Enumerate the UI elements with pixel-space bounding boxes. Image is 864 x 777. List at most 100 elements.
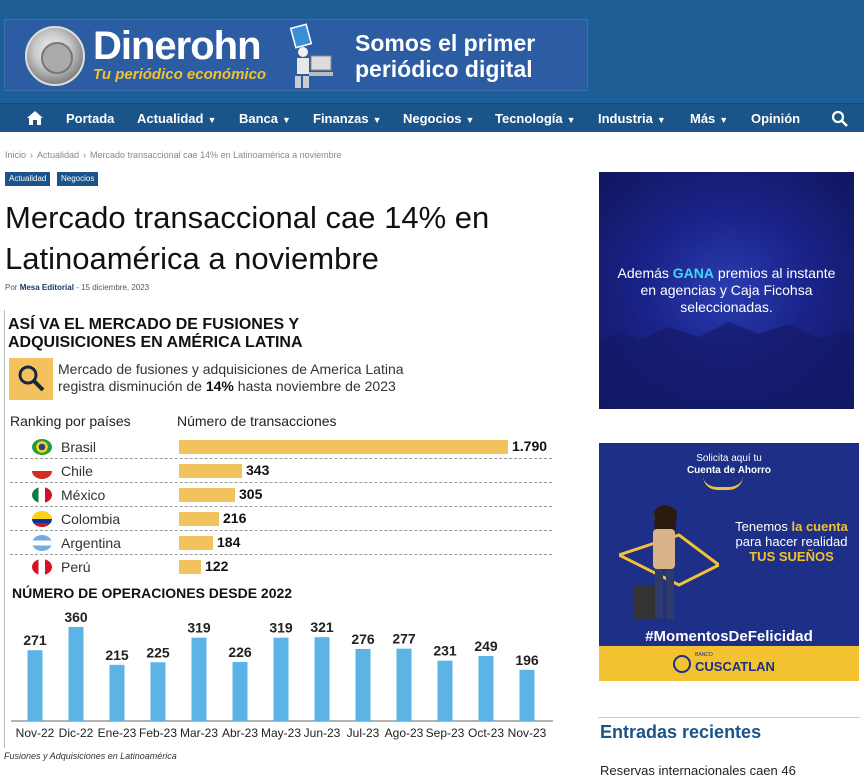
month-tick-label: Ene-23 (98, 726, 137, 740)
nav-item-portada[interactable]: Portada (66, 104, 114, 133)
operations-value-label: 271 (23, 632, 47, 648)
breadcrumb-home[interactable]: Inicio (5, 150, 27, 160)
magnifier-icon (9, 358, 53, 400)
site-name[interactable]: Dinerohn (93, 24, 262, 68)
city-skyline-icon (599, 322, 854, 409)
operations-bar (273, 637, 289, 721)
ranking-label: Ranking por países (10, 413, 131, 429)
month-tick-label: Jul-23 (347, 726, 380, 740)
breadcrumb-section[interactable]: Actualidad (37, 150, 80, 160)
operations-bar (396, 648, 412, 721)
header-banner[interactable]: Dinerohn Tu periódico económico Somos el… (4, 19, 588, 91)
nav-item-label: Finanzas (313, 111, 369, 126)
nav-item-negocios[interactable]: Negocios ▼ (403, 104, 474, 133)
chevron-down-icon: ▼ (566, 115, 576, 125)
country-row: Argentina 184 (10, 531, 552, 555)
row-divider (10, 482, 552, 483)
breadcrumb-separator: › (30, 150, 34, 160)
chevron-down-icon: ▼ (656, 115, 666, 125)
nav-item-opinion[interactable]: Opinión (751, 104, 800, 133)
month-tick-label: Jun-23 (304, 726, 341, 740)
country-bar (179, 488, 235, 502)
cuscatlan-ad[interactable]: Solicita aquí tu Cuenta de Ahorro Tenemo… (599, 443, 859, 681)
ad-highlight: GANA (672, 265, 715, 281)
nav-item-label: Más (690, 111, 716, 126)
operations-bar (109, 664, 125, 721)
country-name: Chile (61, 463, 93, 479)
description-line-2: registra disminución de 14% hasta noviem… (58, 378, 538, 395)
month-tick-label: Nov-23 (508, 726, 547, 740)
nav-item-finanzas[interactable]: Finanzas ▼ (313, 104, 382, 133)
argentina-flag-icon (32, 535, 52, 551)
operations-chart-title: NÚMERO DE OPERACIONES DESDE 2022 (12, 585, 293, 601)
operations-value-label: 360 (64, 609, 88, 625)
traveler-illustration (619, 505, 719, 619)
home-icon[interactable] (26, 110, 44, 126)
breadcrumb: Inicio › Actualidad › Mercado transaccional … (5, 150, 342, 160)
byline-prefix: Por (5, 283, 18, 292)
nav-item-label: Actualidad (137, 111, 204, 126)
operations-bar (314, 637, 330, 721)
nav-item-label: Banca (239, 111, 279, 126)
byline: Por Mesa Editorial - 15 diciembre, 2023 (5, 283, 149, 292)
bank-name: CUSCATLAN (695, 659, 775, 674)
ad-copy-part: para hacer realidad (735, 534, 848, 549)
operations-bar (232, 661, 248, 721)
colombia-flag-icon (32, 511, 52, 527)
banner-slogan: Somos el primer periódico digital (355, 30, 536, 82)
nav-item-industria[interactable]: Industria ▼ (598, 104, 666, 133)
operations-bar (27, 650, 43, 721)
chevron-down-icon: ▼ (282, 115, 291, 125)
operations-bar (355, 648, 371, 721)
operations-bar (150, 662, 166, 721)
tag-negocios[interactable]: Negocios (57, 172, 99, 186)
ad-hashtag: #MomentosDeFelicidad (645, 628, 813, 645)
author-link[interactable]: Mesa Editorial (19, 283, 74, 292)
country-name: Brasil (61, 439, 97, 455)
country-name: Argentina (61, 535, 121, 551)
month-tick-label: Feb-23 (139, 726, 177, 740)
site-tagline: Tu periódico económico (93, 66, 267, 83)
row-divider (10, 554, 552, 555)
month-tick-label: Sep-23 (426, 726, 465, 740)
search-icon[interactable] (831, 110, 848, 127)
country-row: México 305 (10, 483, 552, 507)
nav-item-actualidad[interactable]: Actualidad ▼ (137, 104, 216, 133)
nav-item-tecnologia[interactable]: Tecnología ▼ (495, 104, 576, 133)
tag-actualidad[interactable]: Actualidad (5, 172, 51, 186)
country-row: Brasil 1.790 (10, 435, 552, 459)
publish-date: 15 diciembre, 2023 (81, 283, 150, 292)
description-text: registra disminución de (58, 378, 206, 394)
operations-value-label: 196 (515, 652, 539, 668)
mexico-flag-icon (32, 487, 52, 503)
operations-bar (437, 660, 453, 721)
month-tick-label: Oct-23 (468, 726, 504, 740)
bank-logo-icon (673, 655, 691, 673)
recent-post-link[interactable]: Reservas internacionales caen 46 (600, 763, 796, 777)
brazil-flag-icon (32, 439, 52, 455)
operations-bar (519, 669, 535, 721)
country-value-label: 305 (239, 486, 263, 502)
infographic-image[interactable]: ASÍ VA EL MERCADO DE FUSIONES Y ADQUISIC… (4, 310, 556, 748)
month-tick-label: Mar-23 (180, 726, 218, 740)
nav-item-label: Industria (598, 111, 653, 126)
country-name: México (61, 487, 106, 503)
country-bar (179, 464, 242, 478)
country-row: Chile 343 (10, 459, 552, 483)
country-value-label: 1.790 (512, 438, 548, 454)
ad-text: Además GANA premios al instante en agenc… (609, 265, 844, 316)
country-value-label: 216 (223, 510, 247, 526)
ad-header-line-bold: Cuenta de Ahorro (686, 465, 772, 476)
bank-label: BANCO (695, 652, 713, 658)
country-row: Colombia 216 (10, 507, 552, 531)
nav-item-banca[interactable]: Banca ▼ (239, 104, 291, 133)
ad-copy: Tenemos la cuenta para hacer realidad TU… (729, 519, 854, 564)
operations-value-label: 226 (228, 644, 252, 660)
ficohsa-ad[interactable]: Además GANA premios al instante en agenc… (599, 172, 854, 409)
nav-item-mas[interactable]: Más ▼ (690, 104, 728, 133)
description-text: hasta noviembre de 2023 (233, 378, 396, 394)
article-title: Mercado transaccional cae 14% en Latinoa… (5, 200, 490, 276)
breadcrumb-current: Mercado transaccional cae 14% en Latinoa… (90, 150, 342, 160)
ad-header-line: Solicita aquí tu (696, 453, 762, 464)
